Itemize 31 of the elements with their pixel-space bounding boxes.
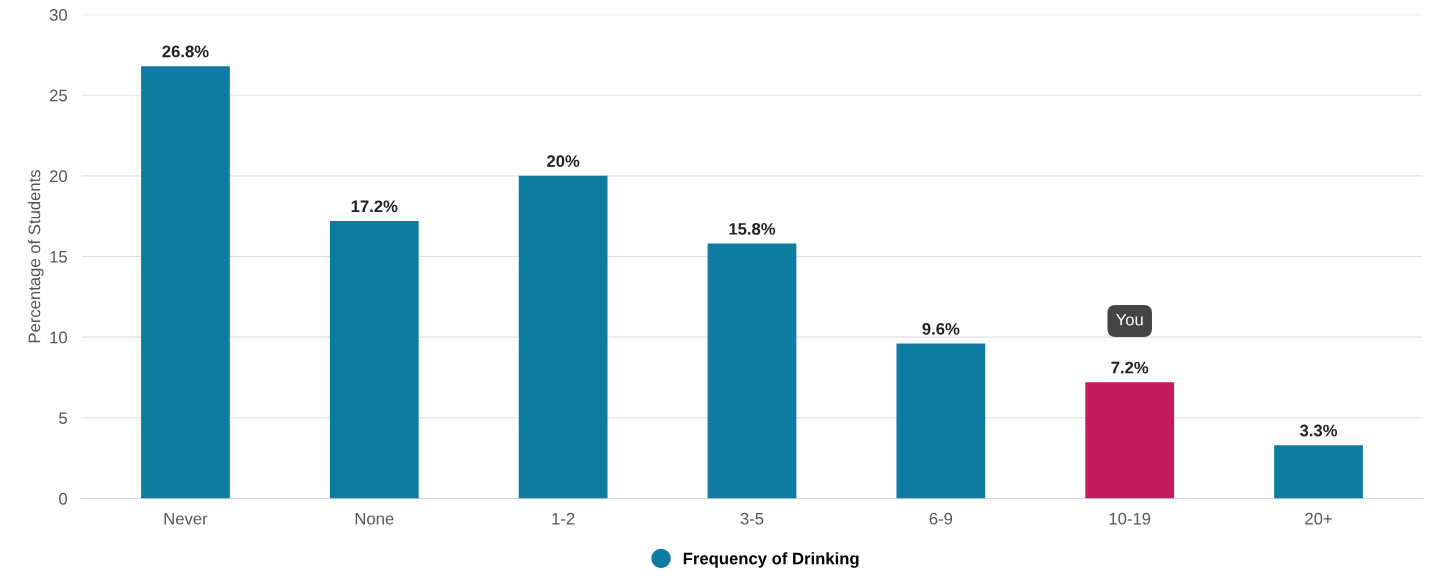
legend-label: Frequency of Drinking [683, 552, 859, 568]
x-tick-label: 20+ [1305, 512, 1332, 525]
y-tick-label: 25 [49, 89, 67, 102]
data-label: 15.8% [729, 222, 776, 235]
bar [141, 66, 230, 499]
data-label: 3.3% [1299, 424, 1338, 437]
y-tick-label: 20 [49, 170, 68, 183]
bar [896, 343, 986, 499]
bar [518, 175, 608, 499]
x-tick-label: 1-2 [552, 512, 575, 525]
y-tick-label: 15 [50, 251, 67, 263]
y-tick-label: 0 [59, 492, 68, 505]
x-tick-label: 6-9 [929, 512, 953, 525]
bar [329, 221, 419, 499]
data-label: 20% [547, 155, 580, 168]
x-tick-label: 3-5 [740, 512, 764, 525]
y-axis-title: Percentage of Students [28, 170, 44, 343]
bar [1274, 445, 1363, 499]
x-tick-label: 10-19 [1109, 512, 1151, 525]
x-tick-label: Never [164, 512, 208, 525]
bar [1085, 382, 1175, 499]
data-label: 7.2% [1111, 361, 1149, 374]
y-tick-label: 30 [49, 8, 68, 21]
x-tick-label: None [355, 512, 394, 525]
y-tick-label: 10 [50, 331, 68, 344]
annotation: You [1115, 313, 1143, 326]
data-label: 9.6% [922, 322, 960, 335]
y-tick-label: 5 [59, 412, 67, 425]
data-label: 17.2% [351, 200, 398, 213]
data-label: 26.8% [162, 45, 209, 58]
bar [707, 243, 797, 499]
